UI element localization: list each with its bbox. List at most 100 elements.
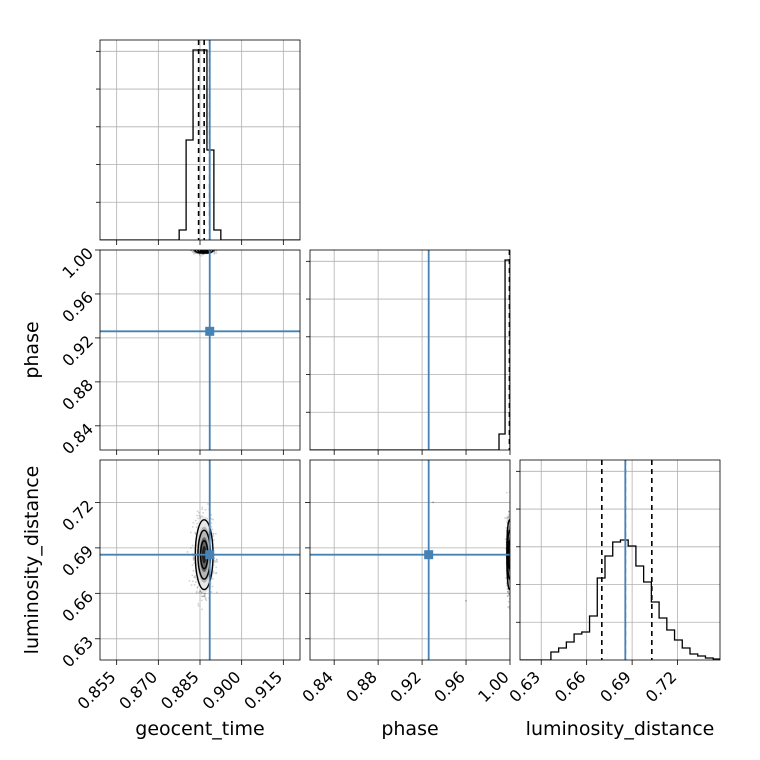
sample-point [505, 517, 508, 519]
histogram-phase [310, 259, 510, 450]
sample-point [511, 586, 513, 588]
sample-point [511, 576, 513, 578]
panel-frame [309, 249, 511, 451]
sample-point [504, 517, 506, 519]
x-axis-label-phase: phase [381, 718, 438, 740]
sample-point [204, 248, 206, 250]
sample-point [210, 522, 213, 524]
x-axis-label-geocent_time: geocent_time [135, 718, 264, 740]
sample-point [205, 248, 207, 250]
sample-point [204, 248, 206, 250]
sample-point [198, 248, 200, 250]
scatter-clip-group [100, 247, 300, 450]
sample-point [210, 248, 212, 250]
sample-point [211, 528, 214, 531]
sample-point [510, 559, 512, 561]
sample-point [510, 556, 512, 558]
sample-point [207, 247, 209, 249]
sample-point [201, 248, 203, 250]
sample-point [512, 575, 514, 577]
sample-point [204, 248, 206, 250]
sample-point [210, 248, 212, 250]
sample-point [510, 563, 512, 565]
sample-point [201, 247, 203, 249]
sample-point [196, 248, 198, 250]
sample-point [193, 583, 196, 586]
sample-point [511, 550, 513, 552]
x-tick-label: 0.69 [596, 667, 635, 706]
density-contour [194, 250, 214, 254]
sample-point [210, 248, 212, 250]
x-tick-label: 0.855 [74, 667, 120, 713]
sample-point [511, 553, 513, 555]
sample-point [511, 564, 513, 566]
sample-point [196, 510, 199, 513]
sample-point [510, 545, 512, 547]
sample-point [210, 591, 213, 593]
sample-point [208, 248, 210, 250]
sample-point [201, 515, 204, 518]
sample-point [199, 590, 202, 592]
sample-point [510, 552, 512, 554]
sample-point [510, 580, 512, 582]
sample-point [204, 598, 207, 601]
sample-point [204, 247, 206, 249]
sample-point [189, 546, 192, 549]
sample-point [208, 247, 210, 249]
sample-point [192, 569, 195, 572]
sample-point [194, 581, 197, 584]
sample-point [207, 248, 209, 250]
sample-point [204, 248, 206, 250]
sample-point [215, 559, 218, 562]
sample-point [210, 247, 212, 249]
sample-point [512, 564, 514, 566]
sample-point [511, 553, 513, 555]
sample-point [512, 568, 514, 570]
sample-point [511, 553, 513, 555]
sample-point [507, 510, 510, 513]
sample-point [510, 528, 512, 530]
sample-point [200, 595, 203, 598]
sample-point [512, 598, 514, 600]
sample-point [507, 606, 509, 609]
sample-point [213, 250, 216, 253]
sample-point [200, 248, 202, 250]
sample-point [512, 554, 514, 556]
sample-point [511, 562, 513, 564]
sample-point [512, 541, 514, 543]
sample-point [198, 591, 201, 594]
sample-point [210, 248, 212, 250]
sample-point [511, 554, 513, 556]
diag-clip-group [520, 460, 720, 660]
sample-point [212, 532, 214, 535]
sample-point [510, 559, 512, 561]
sample-point [204, 248, 206, 250]
sample-point [506, 590, 509, 593]
truth-marker [205, 326, 215, 336]
sample-point [511, 548, 513, 550]
sample-point [511, 547, 513, 549]
sample-point [200, 247, 202, 249]
x-tick-label: 0.66 [551, 667, 590, 706]
sample-point [210, 248, 212, 250]
sample-point [188, 579, 191, 582]
sample-point [511, 532, 513, 534]
sample-point [511, 559, 513, 561]
sample-point [512, 568, 514, 570]
truth-marker [424, 550, 434, 560]
sample-point [212, 532, 215, 535]
sample-point [512, 552, 514, 554]
sample-point [200, 247, 202, 249]
sample-point [202, 248, 204, 250]
sample-point [207, 247, 209, 249]
sample-point [196, 586, 199, 588]
sample-point [511, 541, 513, 543]
sample-point [511, 506, 513, 508]
sample-point [190, 584, 193, 587]
sample-point [511, 582, 513, 584]
sample-point [205, 599, 208, 602]
y-tick-label: 0.63 [58, 632, 97, 671]
sample-point [511, 573, 513, 575]
sample-point [506, 587, 509, 590]
sample-point [199, 516, 202, 519]
